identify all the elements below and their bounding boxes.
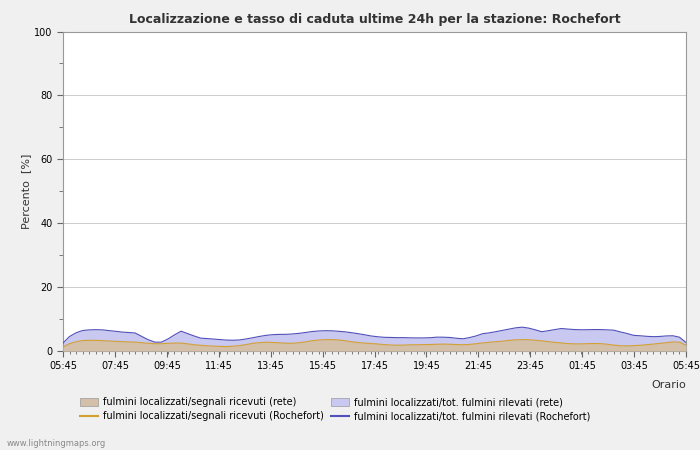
Text: www.lightningmaps.org: www.lightningmaps.org <box>7 439 106 448</box>
Legend: fulmini localizzati/segnali ricevuti (rete), fulmini localizzati/segnali ricevut: fulmini localizzati/segnali ricevuti (re… <box>80 397 590 421</box>
Title: Localizzazione e tasso di caduta ultime 24h per la stazione: Rochefort: Localizzazione e tasso di caduta ultime … <box>129 13 620 26</box>
Y-axis label: Percento  [%]: Percento [%] <box>22 153 32 229</box>
Text: Orario: Orario <box>651 380 686 390</box>
